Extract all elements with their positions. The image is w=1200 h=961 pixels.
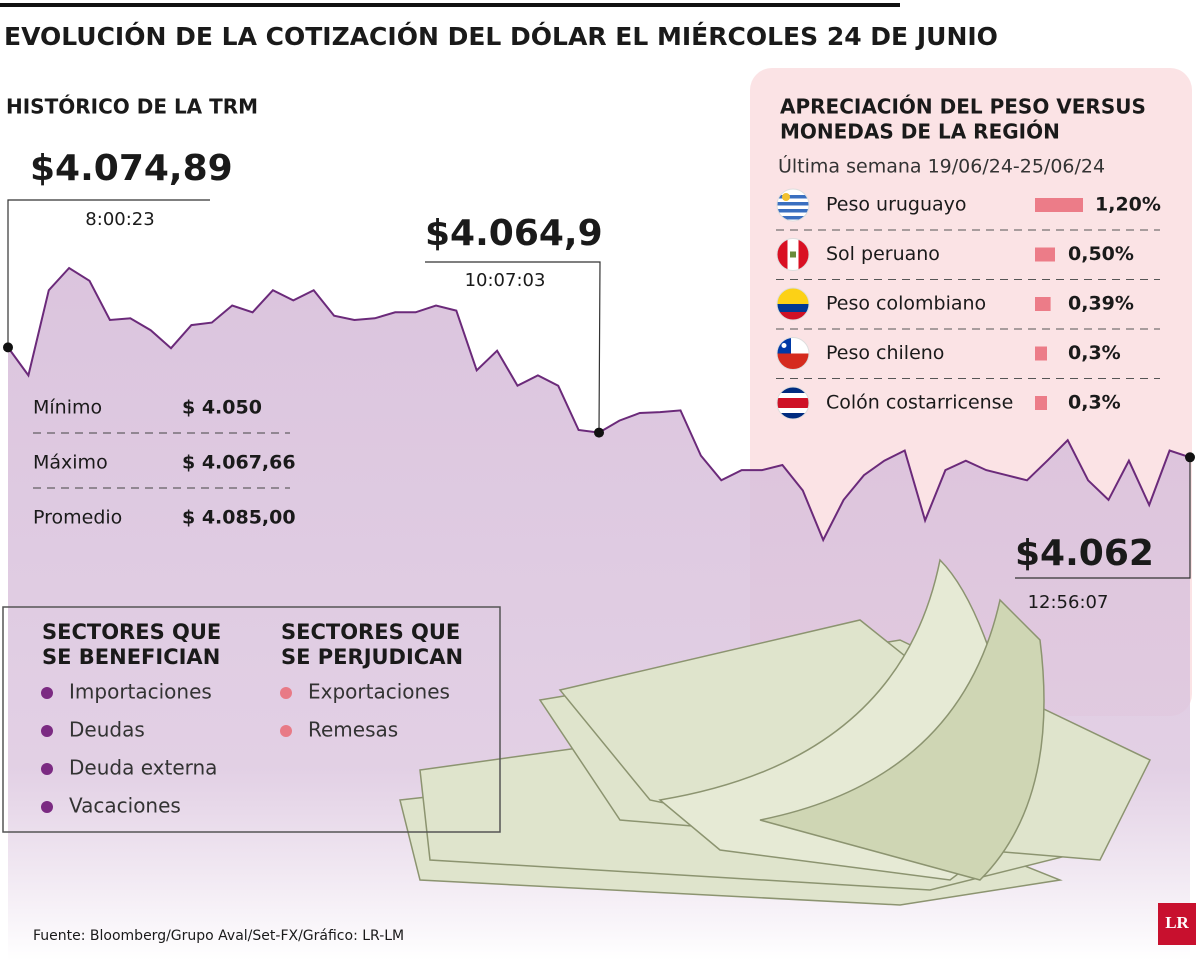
flag-part (777, 202, 809, 206)
sector-heading: SECTORES QUE (42, 620, 221, 644)
flag-rim (776, 386, 810, 420)
sectors-box (2, 606, 501, 833)
callout-line (7, 199, 210, 348)
flag-body (777, 337, 809, 370)
title: EVOLUCIÓN DE LA COTIZACIÓN DEL DÓLAR EL … (4, 21, 998, 51)
bar (1035, 198, 1083, 212)
flag-part (781, 343, 787, 348)
flag-part (777, 288, 809, 304)
panel-title: APRECIACIÓN DEL PESO VERSUS (780, 95, 1146, 119)
flag-part (777, 216, 809, 220)
logo-box (1158, 903, 1196, 945)
flag-part (777, 353, 809, 370)
sector-bullet (280, 687, 292, 699)
bar (1035, 297, 1051, 311)
callout-price: $4.062 (1015, 533, 1154, 574)
callout-price: $4.074,89 (30, 148, 233, 189)
logo: LR (1165, 913, 1189, 932)
point-marker (3, 342, 13, 353)
flag-part (777, 304, 809, 312)
flag (776, 287, 810, 321)
value-label: 0,39% (1068, 293, 1134, 315)
flag (776, 188, 810, 222)
callout-time: 12:56:07 (1028, 592, 1109, 613)
flag-part (777, 195, 809, 199)
country-name: Peso colombiano (826, 293, 986, 315)
top-rule (0, 3, 900, 7)
flag (776, 238, 810, 271)
flag-part (777, 209, 809, 213)
country-name: Peso chileno (826, 342, 944, 364)
stat-label: Máximo (33, 452, 108, 474)
point-marker (1185, 452, 1195, 463)
sector-heading: SE BENEFICIAN (42, 645, 220, 669)
panel-subtitle: Última semana 19/06/24-25/06/24 (778, 154, 1105, 178)
point-marker (594, 427, 604, 438)
sector-item: Remesas (308, 718, 398, 742)
sector-item: Exportaciones (308, 680, 450, 704)
flag-part (777, 312, 809, 320)
sector-heading: SE PERJUDICAN (281, 645, 463, 669)
bar (1035, 346, 1047, 361)
sector-heading: SECTORES QUE (281, 620, 460, 644)
flag-rim (776, 238, 810, 271)
callout-line (1015, 457, 1191, 579)
sector-item: Deuda externa (69, 756, 217, 780)
sector-item: Importaciones (69, 680, 212, 704)
sector-bullet (41, 801, 53, 813)
flag (776, 386, 810, 420)
flag-rim (776, 337, 810, 370)
callout-time: 8:00:23 (85, 209, 154, 230)
value-label: 1,20% (1095, 194, 1161, 216)
sector-item: Deudas (69, 718, 145, 742)
flag-rim (776, 188, 810, 222)
subtitle: HISTÓRICO DE LA TRM (6, 95, 258, 119)
stat-label: Mínimo (33, 397, 102, 419)
callout-price: $4.064,9 (425, 213, 603, 254)
country-name: Peso uruguayo (826, 194, 967, 216)
value-label: 0,50% (1068, 243, 1134, 265)
stat-value: $ 4.050 (182, 397, 262, 419)
bar (1035, 396, 1047, 410)
callout-time: 10:07:03 (465, 270, 546, 291)
source: Fuente: Bloomberg/Grupo Aval/Set-FX/Gráf… (33, 928, 404, 944)
stat-value: $ 4.067,66 (182, 452, 296, 474)
flag-part (777, 398, 809, 408)
stat-label: Promedio (33, 507, 122, 529)
sector-item: Vacaciones (69, 794, 181, 818)
value-label: 0,3% (1068, 342, 1121, 364)
flag-part (790, 251, 796, 258)
country-name: Sol peruano (826, 243, 940, 265)
country-name: Colón costarricense (826, 392, 1013, 414)
sector-bullet (41, 687, 53, 699)
stats: Mínimo $ 4.050 Máximo $ 4.067,66 Promedio $ 4… (33, 397, 296, 529)
sector-bullet (41, 725, 53, 737)
flag-part (782, 193, 790, 201)
callout-line (425, 261, 601, 433)
stat-value: $ 4.085,00 (182, 507, 296, 529)
flag-body (777, 189, 809, 221)
bar (1035, 247, 1055, 262)
flag-body (777, 288, 809, 320)
sector-bullet (41, 763, 53, 775)
flag-body (777, 238, 809, 271)
flag-rim (776, 287, 810, 321)
panel-title: MONEDAS DE LA REGIÓN (780, 120, 1060, 144)
value-label: 0,3% (1068, 392, 1121, 414)
sector-bullet (280, 725, 292, 737)
flag (776, 337, 810, 370)
flag-body (777, 387, 809, 419)
money-decoration (399, 558, 1152, 906)
